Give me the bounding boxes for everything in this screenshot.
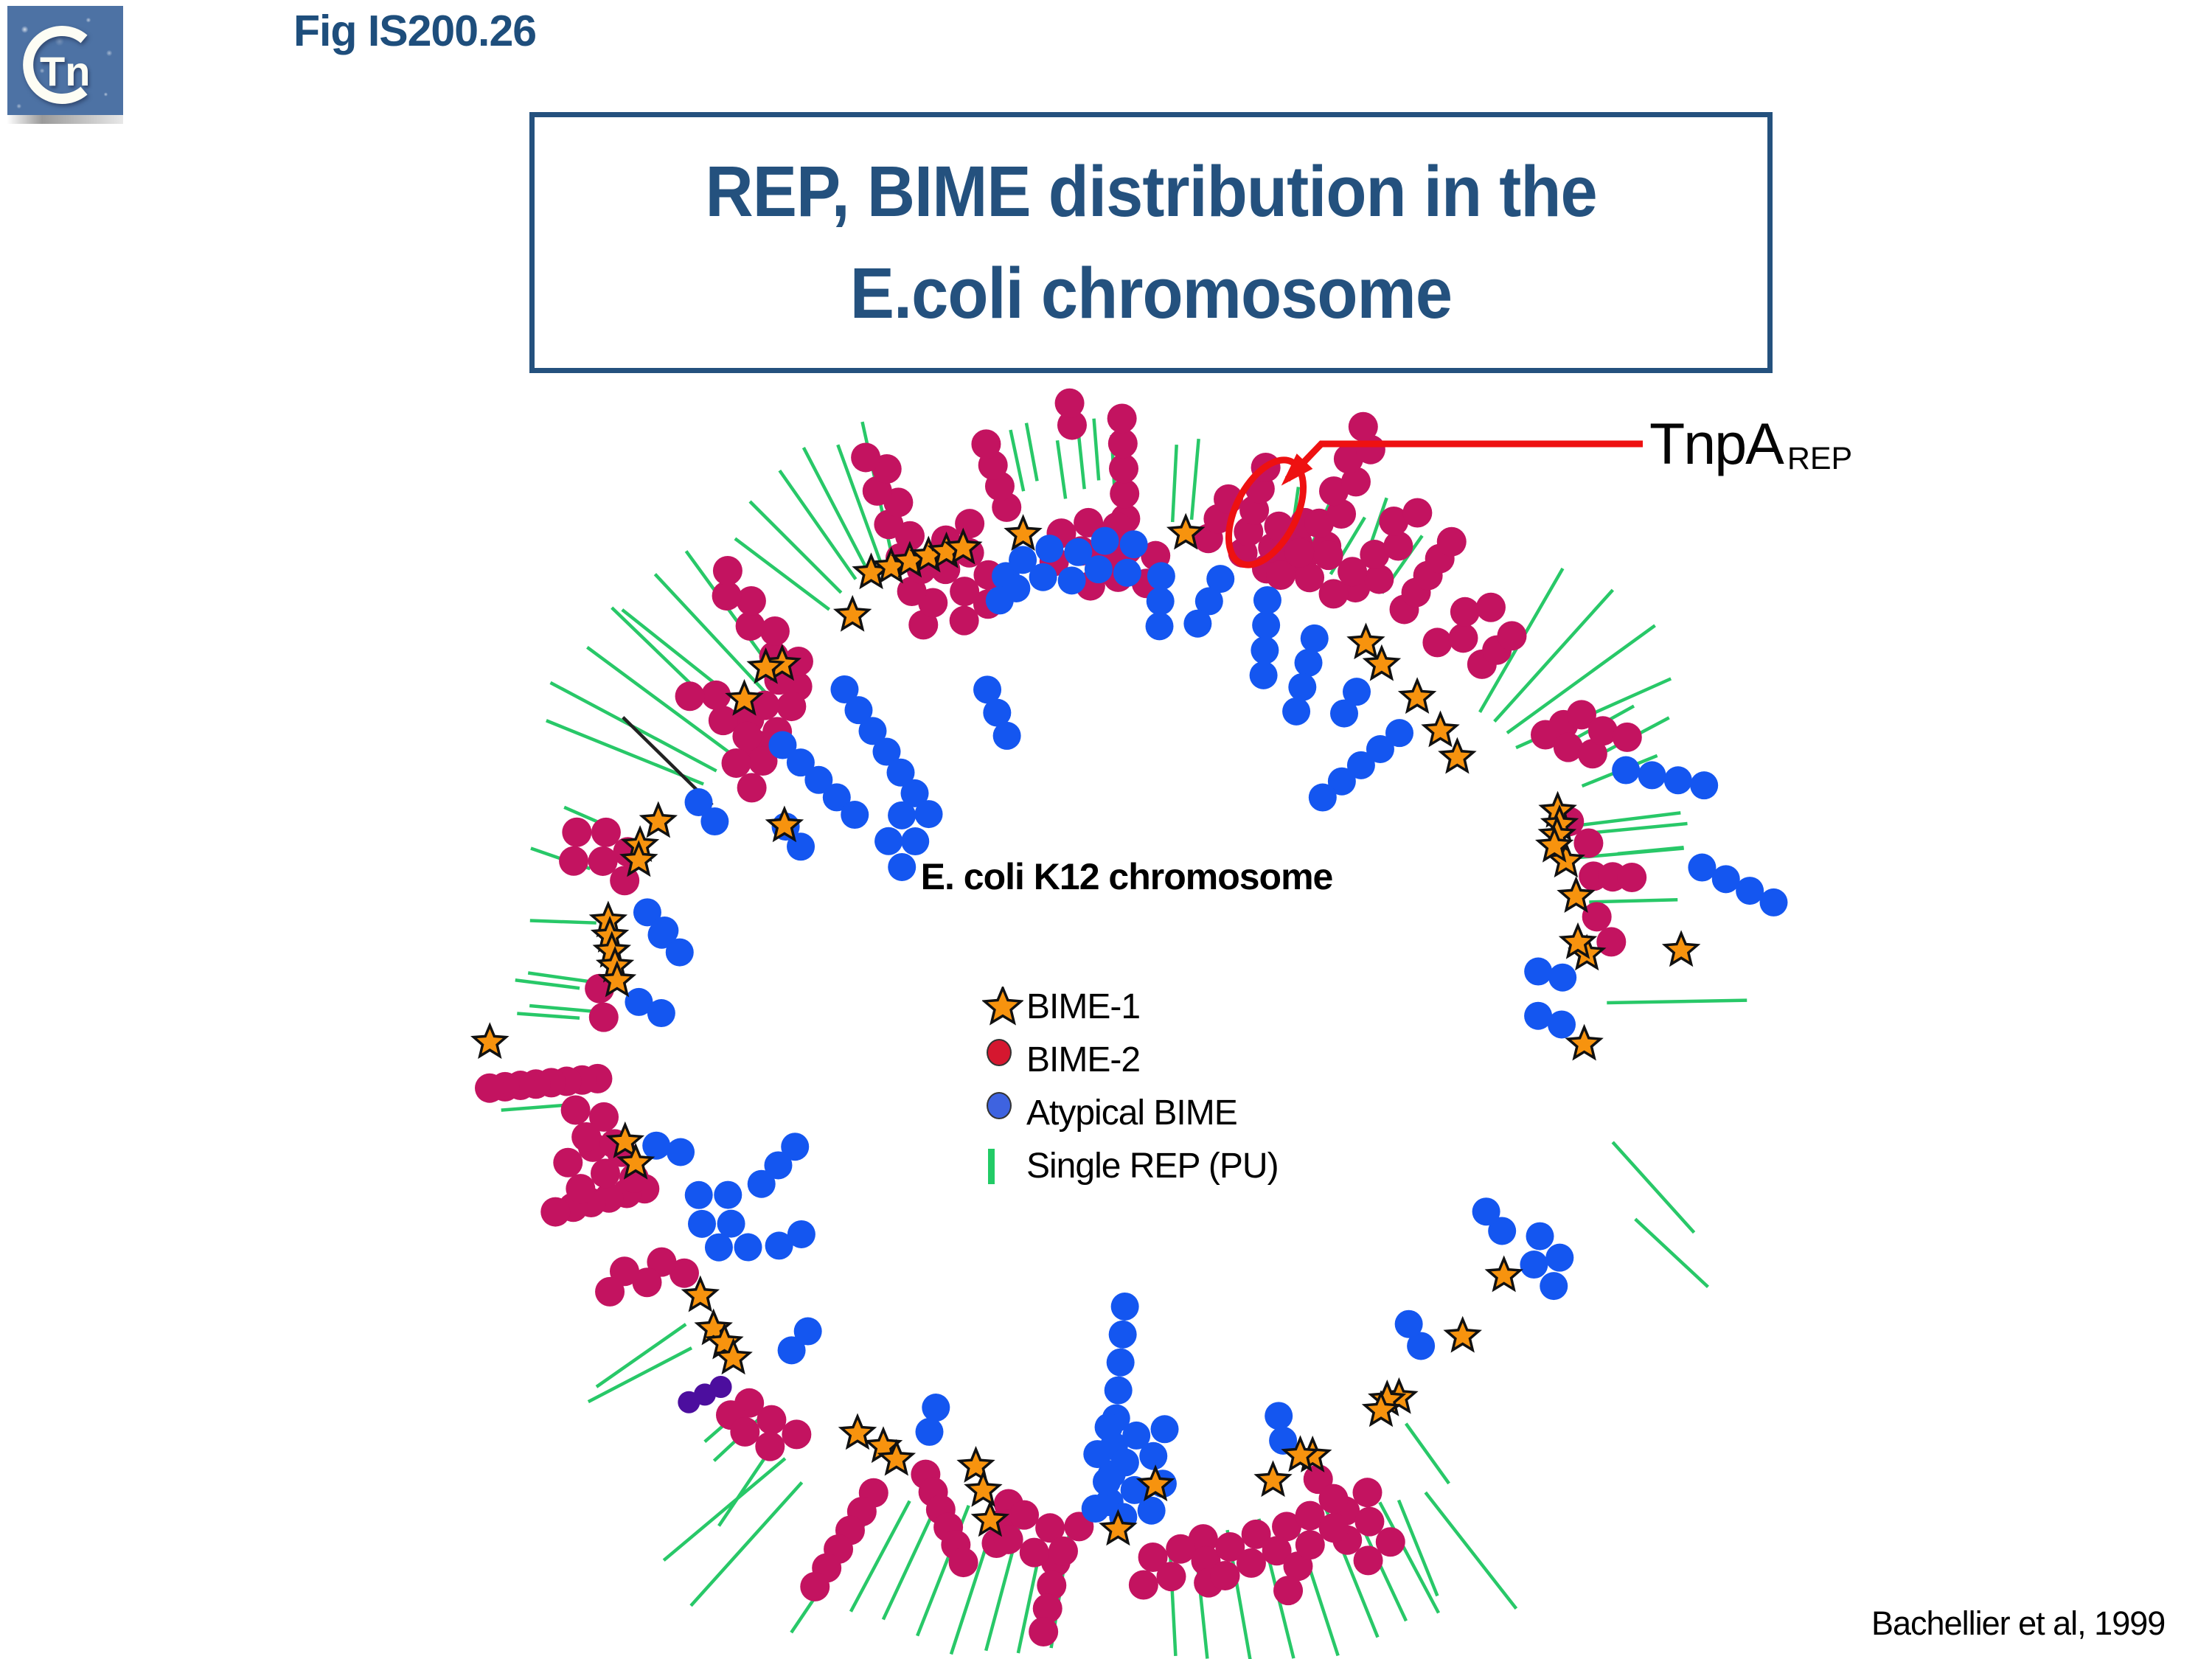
- figure-number: Fig IS200.26: [293, 7, 537, 55]
- legend-label-rep: Single REP (PU): [1026, 1147, 1279, 1186]
- legend-label-bime2: BIME-2: [1026, 1040, 1141, 1079]
- tnpa-highlight-ellipse: [1225, 456, 1307, 568]
- title-line-2: E.coli chromosome: [849, 253, 1453, 333]
- bime1-stars-layer: [470, 512, 1701, 1546]
- legend-rep-bar-icon: [982, 1148, 1026, 1184]
- legend-row-bime2: BIME-2: [982, 1037, 1279, 1083]
- citation: Bachellier et al, 1999: [1871, 1604, 2166, 1642]
- logo-c-icon: [23, 26, 88, 104]
- legend-bime2-dot-icon: [982, 1039, 1026, 1081]
- legend-label-bime1: BIME-1: [1026, 987, 1141, 1026]
- tnpa-label-sub: REP: [1787, 441, 1853, 476]
- legend-row-rep: Single REP (PU): [982, 1143, 1279, 1189]
- legend-row-atypical: Atypical BIME: [982, 1090, 1279, 1136]
- logo-strip: [7, 115, 123, 124]
- tnpa-callout-arrowhead: [1281, 453, 1313, 486]
- legend-atypical-dot-icon: [982, 1092, 1026, 1134]
- legend-row-bime1: BIME-1: [982, 984, 1279, 1030]
- title-line-1: REP, BIME distribution in the: [705, 151, 1597, 232]
- title-box: REP, BIME distribution in the E.coli chr…: [529, 112, 1773, 373]
- legend: BIME-1 BIME-2 Atypical BIME Single REP (PU): [982, 984, 1279, 1189]
- legend-label-atypical: Atypical BIME: [1026, 1093, 1238, 1133]
- tnpa-rep-label: TnpA REP: [1649, 410, 1852, 478]
- logo-tn-text: Tn: [40, 48, 91, 94]
- center-label: E. coli K12 chromosome: [920, 856, 1334, 897]
- legend-bime1-star-icon: [982, 986, 1026, 1028]
- tnpa-annotation-layer: [1225, 440, 1643, 568]
- tn-logo: Tn: [7, 6, 123, 124]
- tnpa-label-main: TnpA: [1649, 411, 1784, 476]
